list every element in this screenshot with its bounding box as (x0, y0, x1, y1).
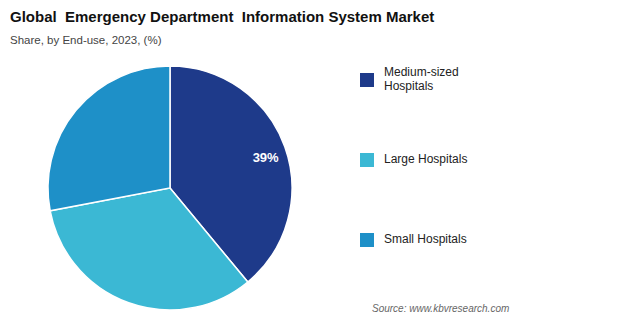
chart: Global Emergency Department Information … (0, 0, 619, 322)
legend-swatch (360, 233, 374, 247)
legend-label-line: Hospitals (384, 79, 433, 93)
legend-label-line: Medium-sized (384, 65, 459, 79)
legend-label: Medium-sizedHospitals (384, 65, 459, 93)
pie: 39% (48, 66, 292, 310)
pie-slice (50, 188, 248, 310)
legend-swatch (360, 73, 374, 87)
legend-label: Large Hospitals (384, 152, 467, 166)
pie-slice (48, 66, 170, 211)
title: Global Emergency Department Information … (10, 8, 434, 25)
source: Source: www.kbvresearch.com (372, 303, 509, 314)
legend-swatch (360, 153, 374, 167)
annotation: 39% (253, 150, 279, 165)
legend-label-line: Large Hospitals (384, 152, 467, 166)
legend-label: Small Hospitals (384, 232, 467, 246)
legend: Medium-sizedHospitals Large Hospitals Smal… (360, 65, 467, 247)
subtitle: Share, by End-use, 2023, (%) (10, 34, 162, 46)
legend-label-line: Small Hospitals (384, 232, 467, 246)
